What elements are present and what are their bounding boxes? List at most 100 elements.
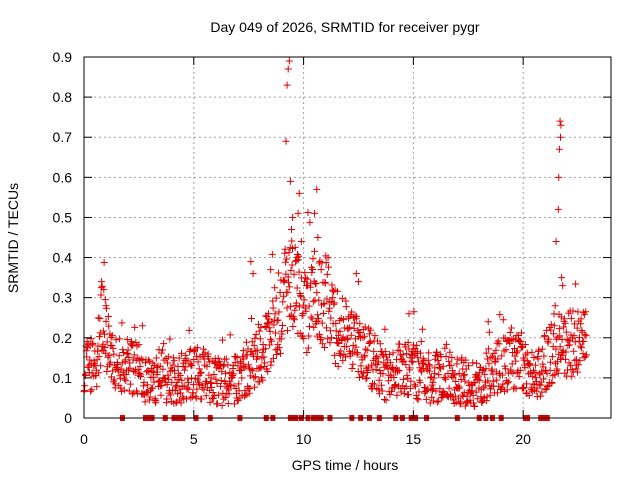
data-point <box>370 380 378 388</box>
data-point <box>323 270 331 278</box>
data-point <box>536 392 544 400</box>
data-point <box>350 319 358 327</box>
data-point <box>366 337 374 345</box>
data-point <box>322 259 330 267</box>
data-point <box>511 335 519 343</box>
data-point <box>116 374 124 382</box>
data-point <box>534 355 542 363</box>
data-point <box>256 335 264 343</box>
data-point <box>435 363 443 371</box>
data-point <box>270 354 278 362</box>
data-point <box>564 366 572 374</box>
data-point <box>515 372 523 380</box>
data-point <box>567 314 575 322</box>
data-point <box>136 362 144 370</box>
data-point <box>337 347 345 355</box>
data-point <box>252 347 260 355</box>
data-point <box>446 348 454 356</box>
data-point <box>306 218 314 226</box>
data-point <box>372 366 380 374</box>
data-point <box>582 351 590 359</box>
data-point <box>121 375 129 383</box>
data-point <box>95 369 103 377</box>
data-point <box>529 372 537 380</box>
data-point <box>177 399 185 407</box>
data-point <box>133 342 141 350</box>
data-point <box>482 349 490 357</box>
data-point <box>315 296 323 304</box>
data-point <box>284 65 292 73</box>
y-tick-label: 0.7 <box>53 129 73 145</box>
data-point <box>88 386 96 394</box>
data-point <box>506 329 514 337</box>
data-point <box>212 358 220 366</box>
data-point <box>417 338 425 346</box>
data-point <box>225 390 233 398</box>
data-point <box>567 361 575 369</box>
data-point <box>128 390 136 398</box>
data-point <box>256 364 264 372</box>
data-point <box>545 335 553 343</box>
data-point <box>284 288 292 296</box>
data-point <box>283 81 291 89</box>
data-point <box>179 393 187 401</box>
data-point <box>98 278 106 286</box>
data-point <box>492 368 500 376</box>
data-point <box>344 335 352 343</box>
data-point <box>365 324 373 332</box>
data-point <box>267 266 275 274</box>
data-point <box>282 258 290 266</box>
data-point <box>340 316 348 324</box>
data-point <box>240 355 248 363</box>
data-point <box>442 375 450 383</box>
data-point <box>518 343 526 351</box>
data-point <box>212 375 220 383</box>
data-point <box>574 361 582 369</box>
y-tick-label: 0.1 <box>53 370 73 386</box>
data-point <box>570 332 578 340</box>
data-point <box>502 346 510 354</box>
data-point <box>188 361 196 369</box>
data-point <box>546 366 554 374</box>
data-point <box>399 350 407 358</box>
data-point <box>433 398 441 406</box>
data-point <box>393 391 401 399</box>
data-point <box>206 398 214 406</box>
data-point <box>275 308 283 316</box>
data-point <box>429 378 437 386</box>
data-point <box>386 351 394 359</box>
data-point <box>187 362 195 370</box>
data-point <box>498 383 506 391</box>
data-point <box>364 363 372 371</box>
data-point <box>146 393 154 401</box>
data-point <box>303 275 311 283</box>
data-point <box>218 368 226 376</box>
data-point <box>306 323 314 331</box>
data-point <box>452 377 460 385</box>
data-point <box>292 299 300 307</box>
data-point <box>390 374 398 382</box>
data-point <box>397 388 405 396</box>
data-point <box>406 366 414 374</box>
data-point <box>166 335 174 343</box>
data-point <box>201 349 209 357</box>
data-point <box>163 395 171 403</box>
data-point <box>145 368 153 376</box>
data-point <box>538 368 546 376</box>
data-point <box>215 391 223 399</box>
data-point <box>135 341 143 349</box>
data-point <box>461 371 469 379</box>
data-point <box>266 335 274 343</box>
data-point <box>276 349 284 357</box>
data-point <box>521 340 529 348</box>
data-point <box>181 363 189 371</box>
data-point <box>506 339 514 347</box>
data-point <box>185 326 193 334</box>
data-point <box>282 137 290 145</box>
data-point <box>297 238 305 246</box>
data-point <box>164 359 172 367</box>
data-point <box>562 328 570 336</box>
data-point <box>305 302 313 310</box>
data-point <box>130 351 138 359</box>
data-point <box>141 398 149 406</box>
